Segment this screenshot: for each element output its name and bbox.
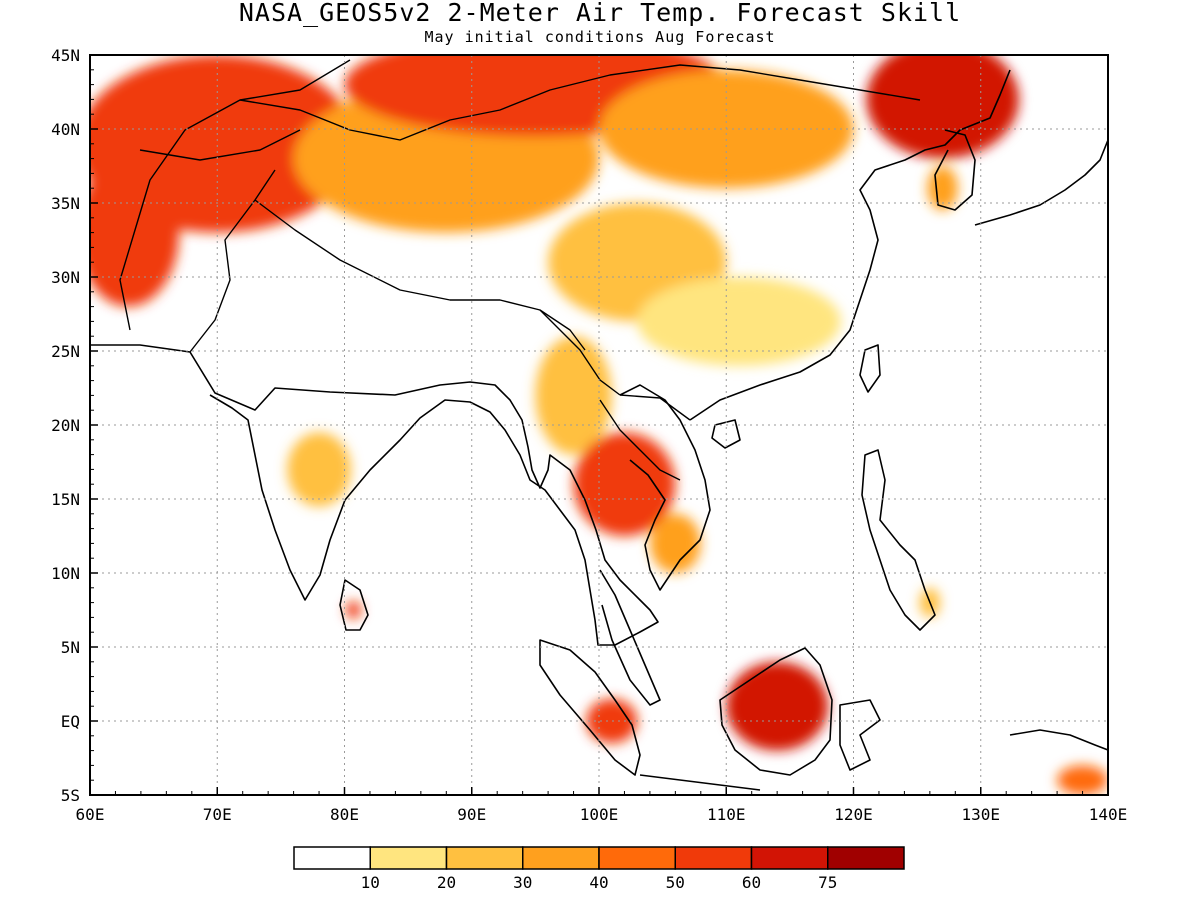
skill-region-manchuria bbox=[866, 55, 1019, 159]
y-tick-label: 35N bbox=[51, 194, 80, 213]
colorbar-label: 10 bbox=[361, 873, 380, 892]
skill-region-borneo bbox=[726, 661, 829, 751]
border-himalaya bbox=[254, 199, 586, 351]
border-myanmar-china bbox=[539, 309, 621, 396]
x-tick-label: 100E bbox=[580, 805, 619, 824]
colorbar-label: 40 bbox=[589, 873, 608, 892]
colorbar-swatch bbox=[750, 846, 829, 870]
y-tick-label: 25N bbox=[51, 342, 80, 361]
coastline-sri-lanka bbox=[339, 579, 369, 631]
border-china-north bbox=[239, 64, 921, 141]
coastline-java bbox=[639, 774, 761, 791]
coastline-hainan bbox=[711, 419, 741, 449]
y-tick-label: 5N bbox=[61, 638, 80, 657]
skill-region-central-india bbox=[287, 432, 351, 507]
coastline-malaya bbox=[599, 569, 661, 706]
colorbar: 10 20 30 40 50 60 75 bbox=[293, 846, 905, 892]
skill-region-southern-china bbox=[637, 277, 841, 366]
colorbar-swatch bbox=[369, 846, 448, 870]
y-tick-label: 5S bbox=[61, 786, 80, 805]
skill-region-sri-lanka bbox=[345, 601, 362, 619]
coastline-china bbox=[689, 69, 1011, 421]
y-tick-label: 30N bbox=[51, 268, 80, 287]
x-tick-label: 80E bbox=[330, 805, 359, 824]
x-tick-label: 70E bbox=[203, 805, 232, 824]
colorbar-swatch bbox=[598, 846, 676, 870]
y-tick-label: 15N bbox=[51, 490, 80, 509]
skill-region-vietnam-south bbox=[649, 513, 701, 574]
x-tick-label: 120E bbox=[834, 805, 873, 824]
skill-region-myanmar bbox=[535, 336, 612, 455]
colorbar-label: 20 bbox=[437, 873, 456, 892]
border-pakistan-india bbox=[189, 169, 276, 353]
y-tick-label: 20N bbox=[51, 416, 80, 435]
coastline-sumatra bbox=[539, 639, 641, 776]
colorbar-swatch bbox=[522, 846, 600, 870]
coastline-new-guinea bbox=[1009, 729, 1108, 751]
x-tick-label: 90E bbox=[457, 805, 486, 824]
coastline-indochina bbox=[619, 384, 711, 591]
coastline-taiwan bbox=[859, 344, 881, 393]
map-title: NASA_GEOS5v2 2-Meter Air Temp. Forecast … bbox=[238, 0, 962, 27]
colorbar-swatch bbox=[445, 846, 524, 870]
colorbar-label: 50 bbox=[666, 873, 685, 892]
border-central-asia bbox=[139, 129, 301, 161]
skill-shading bbox=[90, 55, 1108, 795]
skill-region-korea bbox=[927, 166, 958, 211]
colorbar-label: 30 bbox=[513, 873, 532, 892]
coastlines bbox=[90, 69, 1108, 791]
coastline-sulawesi bbox=[839, 699, 881, 771]
x-axis: 60E 70E 80E 90E 100E 110E 120E 130E 140E bbox=[76, 787, 1128, 824]
y-tick-label: 45N bbox=[51, 46, 80, 65]
coastline-korea bbox=[934, 129, 976, 211]
colorbar-label: 75 bbox=[818, 873, 837, 892]
coastline-japan bbox=[974, 139, 1108, 226]
border-thailand-laos bbox=[599, 399, 681, 481]
country-borders bbox=[119, 59, 921, 481]
colorbar-label: 60 bbox=[742, 873, 761, 892]
x-tick-label: 130E bbox=[961, 805, 1000, 824]
map-subtitle: May initial conditions Aug Forecast bbox=[424, 28, 776, 46]
x-tick-label: 140E bbox=[1089, 805, 1128, 824]
y-tick-label: 10N bbox=[51, 564, 80, 583]
skill-region-new-guinea bbox=[1057, 765, 1108, 795]
x-tick-label: 110E bbox=[707, 805, 746, 824]
coastline-borneo bbox=[719, 647, 833, 776]
y-axis: 5S EQ 5N 10N 15N 20N 25N 30N 35N 40N 45N bbox=[51, 46, 98, 805]
gridlines bbox=[90, 55, 1108, 795]
colorbar-swatch bbox=[674, 846, 753, 870]
colorbar-swatch bbox=[827, 846, 905, 870]
border-china-vietnam bbox=[619, 394, 691, 421]
coastline-philippines bbox=[861, 449, 936, 631]
y-tick-label: EQ bbox=[61, 712, 80, 731]
y-tick-label: 40N bbox=[51, 120, 80, 139]
x-tick-label: 60E bbox=[76, 805, 105, 824]
colorbar-swatch bbox=[293, 846, 371, 870]
